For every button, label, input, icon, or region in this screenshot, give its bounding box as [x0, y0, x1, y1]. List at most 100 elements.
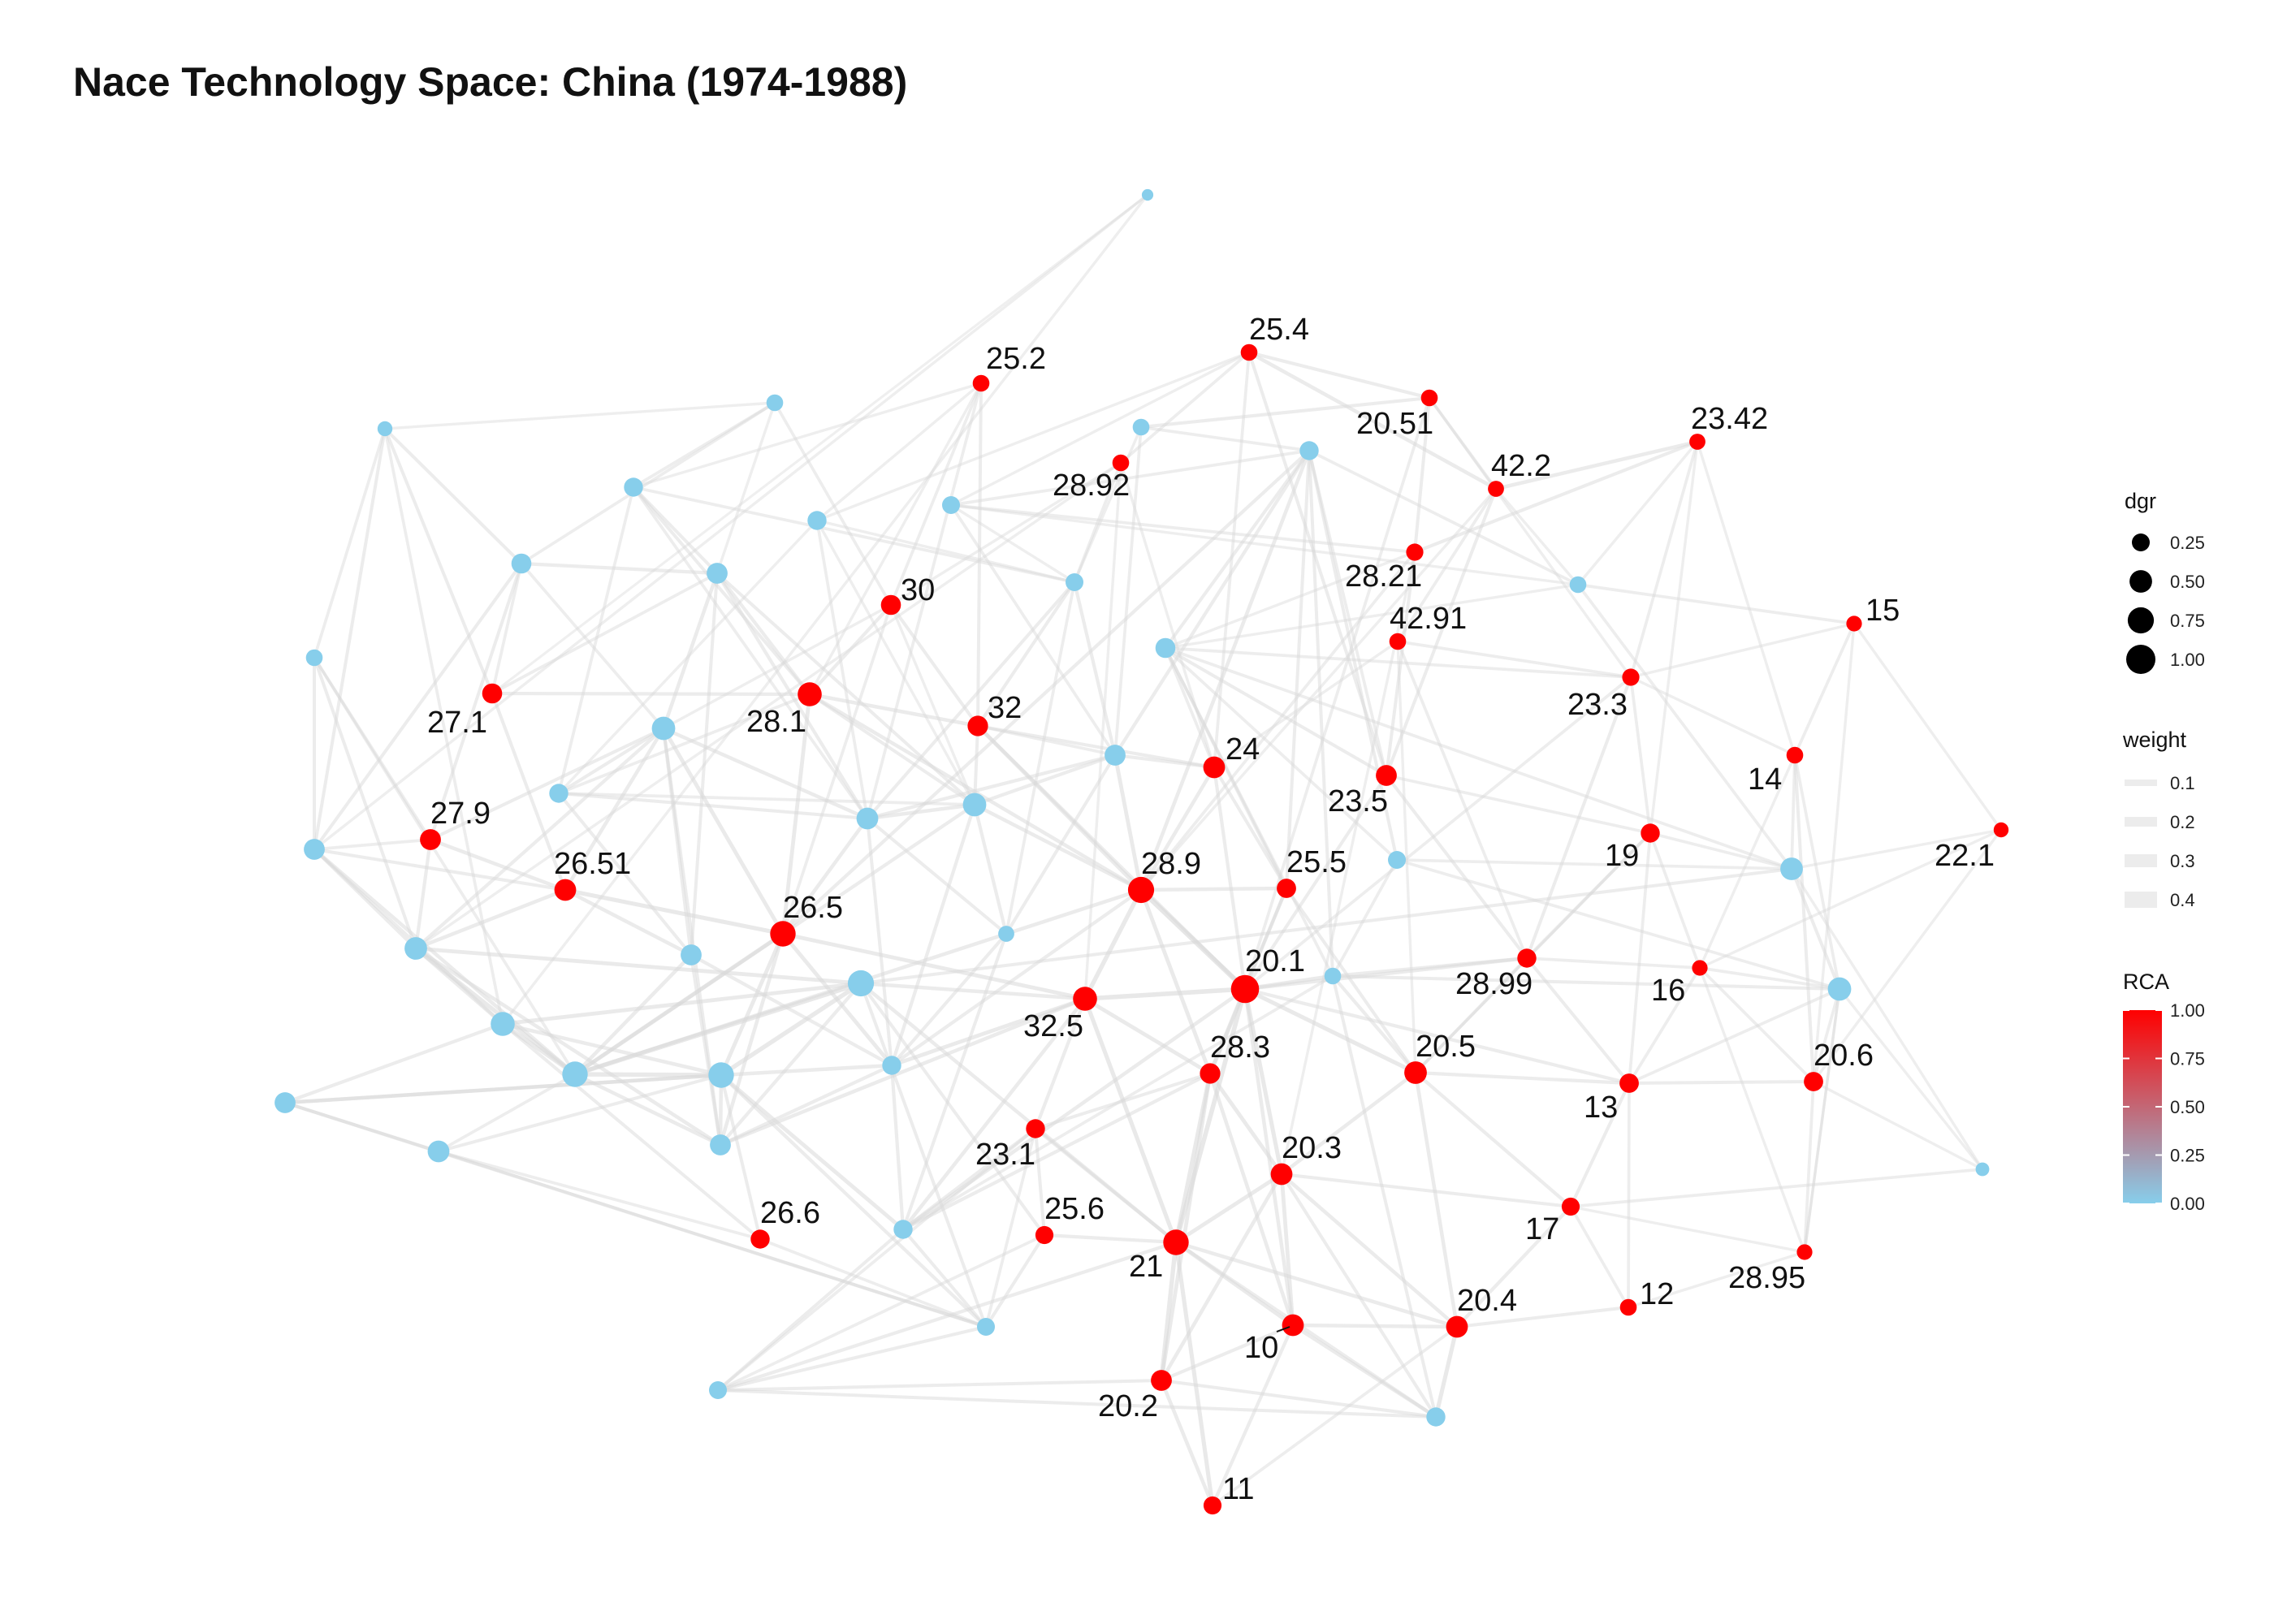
- edge: [716, 1379, 1163, 1392]
- edge: [1159, 1323, 1295, 1383]
- edge: [972, 753, 1118, 807]
- edge: [661, 726, 694, 957]
- edge: [500, 1021, 724, 1078]
- edge: [949, 449, 1311, 507]
- legend-rca-label: 0.00: [2170, 1194, 2205, 1214]
- node-unlabeled-b29: [847, 970, 875, 997]
- edge: [283, 1021, 505, 1105]
- legend-weight-label: 0.1: [2170, 773, 2195, 793]
- edge: [500, 1021, 577, 1077]
- edge: [573, 952, 694, 1077]
- node-11: [1203, 1496, 1222, 1515]
- edge: [976, 724, 1117, 757]
- edge: [1576, 583, 1793, 870]
- edge: [283, 1101, 440, 1153]
- edge: [557, 693, 811, 795]
- edge: [949, 503, 1416, 554]
- edge: [1159, 1240, 1178, 1383]
- edge: [1455, 1306, 1630, 1328]
- edge: [1433, 1324, 1459, 1419]
- node-unlabeled-b10: [707, 563, 728, 584]
- edge: [661, 726, 870, 821]
- legend-weight-label: 0.3: [2170, 851, 2195, 871]
- edge: [1649, 440, 1699, 835]
- edge-layer: [283, 193, 2003, 1508]
- node-42-2: [1488, 481, 1504, 497]
- node-label: 23.1: [975, 1138, 1035, 1172]
- node-label: 20.4: [1457, 1284, 1517, 1318]
- edge: [1208, 1071, 1284, 1177]
- node-20-3: [1270, 1163, 1293, 1186]
- edge: [1164, 646, 1388, 777]
- edge: [1159, 1172, 1284, 1383]
- edge: [865, 753, 1118, 821]
- edge: [1174, 1172, 1284, 1245]
- node-28-99: [1517, 948, 1537, 968]
- node-unlabeled-b22: [882, 1056, 901, 1075]
- edge: [1174, 1240, 1215, 1508]
- edge: [815, 382, 983, 522]
- edge: [429, 562, 523, 841]
- edge: [428, 837, 568, 892]
- node-32: [967, 715, 988, 736]
- node-22-1: [1993, 822, 2009, 838]
- edge: [1243, 886, 1289, 991]
- edge: [718, 981, 863, 1147]
- edge: [866, 817, 893, 1067]
- edge: [1455, 1204, 1573, 1329]
- edge: [1428, 396, 1498, 490]
- node-unlabeled-b12: [549, 784, 568, 803]
- node-label: 27.9: [430, 797, 491, 831]
- edge: [715, 1240, 1178, 1393]
- edge: [715, 571, 812, 697]
- edge: [1119, 461, 1216, 769]
- edge: [949, 503, 1117, 757]
- node-label: 32: [988, 691, 1022, 725]
- edge: [1331, 858, 1399, 978]
- node-unlabeled-b1: [1141, 188, 1154, 201]
- edge: [500, 981, 863, 1026]
- node-layer: [275, 188, 2009, 1515]
- node-label: 28.3: [1210, 1030, 1270, 1065]
- edge: [1569, 1082, 1631, 1208]
- node-unlabeled-b11: [305, 649, 323, 667]
- edge: [413, 837, 433, 951]
- edge: [1243, 676, 1632, 991]
- edge: [632, 401, 776, 489]
- node-label: 20.5: [1416, 1030, 1476, 1064]
- node-label: 42.2: [1491, 449, 1551, 483]
- edge: [780, 816, 870, 936]
- edge: [1396, 640, 1632, 679]
- edge: [573, 981, 863, 1077]
- edge: [1330, 974, 1418, 1075]
- legend-rca-label: 0.25: [2170, 1146, 2205, 1166]
- edge: [716, 1228, 905, 1392]
- legend: dgr 0.25 0.50 0.75 1.00 weight 0.1 0.2 0.3 0.4 R…: [2122, 489, 2205, 1214]
- edge: [1159, 1378, 1215, 1508]
- edge: [490, 691, 568, 892]
- node-label: 24: [1226, 732, 1260, 767]
- edge: [858, 981, 1178, 1245]
- edge: [1412, 439, 1700, 555]
- edge: [1494, 487, 1580, 586]
- edge: [972, 802, 1143, 892]
- node-label: 20.1: [1245, 944, 1305, 978]
- legend-dgr-label: 1.00: [2170, 650, 2205, 670]
- edge: [889, 888, 1143, 1068]
- edge: [866, 817, 1008, 935]
- edge: [1139, 448, 1312, 892]
- node-unlabeled-b7: [511, 553, 532, 574]
- node-unlabeled-b24: [491, 1012, 515, 1036]
- edge: [1308, 449, 1388, 777]
- edge: [313, 656, 577, 1076]
- edge: [889, 802, 977, 1068]
- edge: [383, 427, 494, 695]
- node-28-1: [798, 682, 822, 706]
- node-label: 26.51: [554, 847, 631, 881]
- edge: [1113, 754, 1216, 769]
- node-unlabeled-b23: [710, 1134, 731, 1155]
- node-26-6: [750, 1229, 770, 1249]
- edge: [1649, 831, 1701, 970]
- node-21: [1163, 1229, 1189, 1255]
